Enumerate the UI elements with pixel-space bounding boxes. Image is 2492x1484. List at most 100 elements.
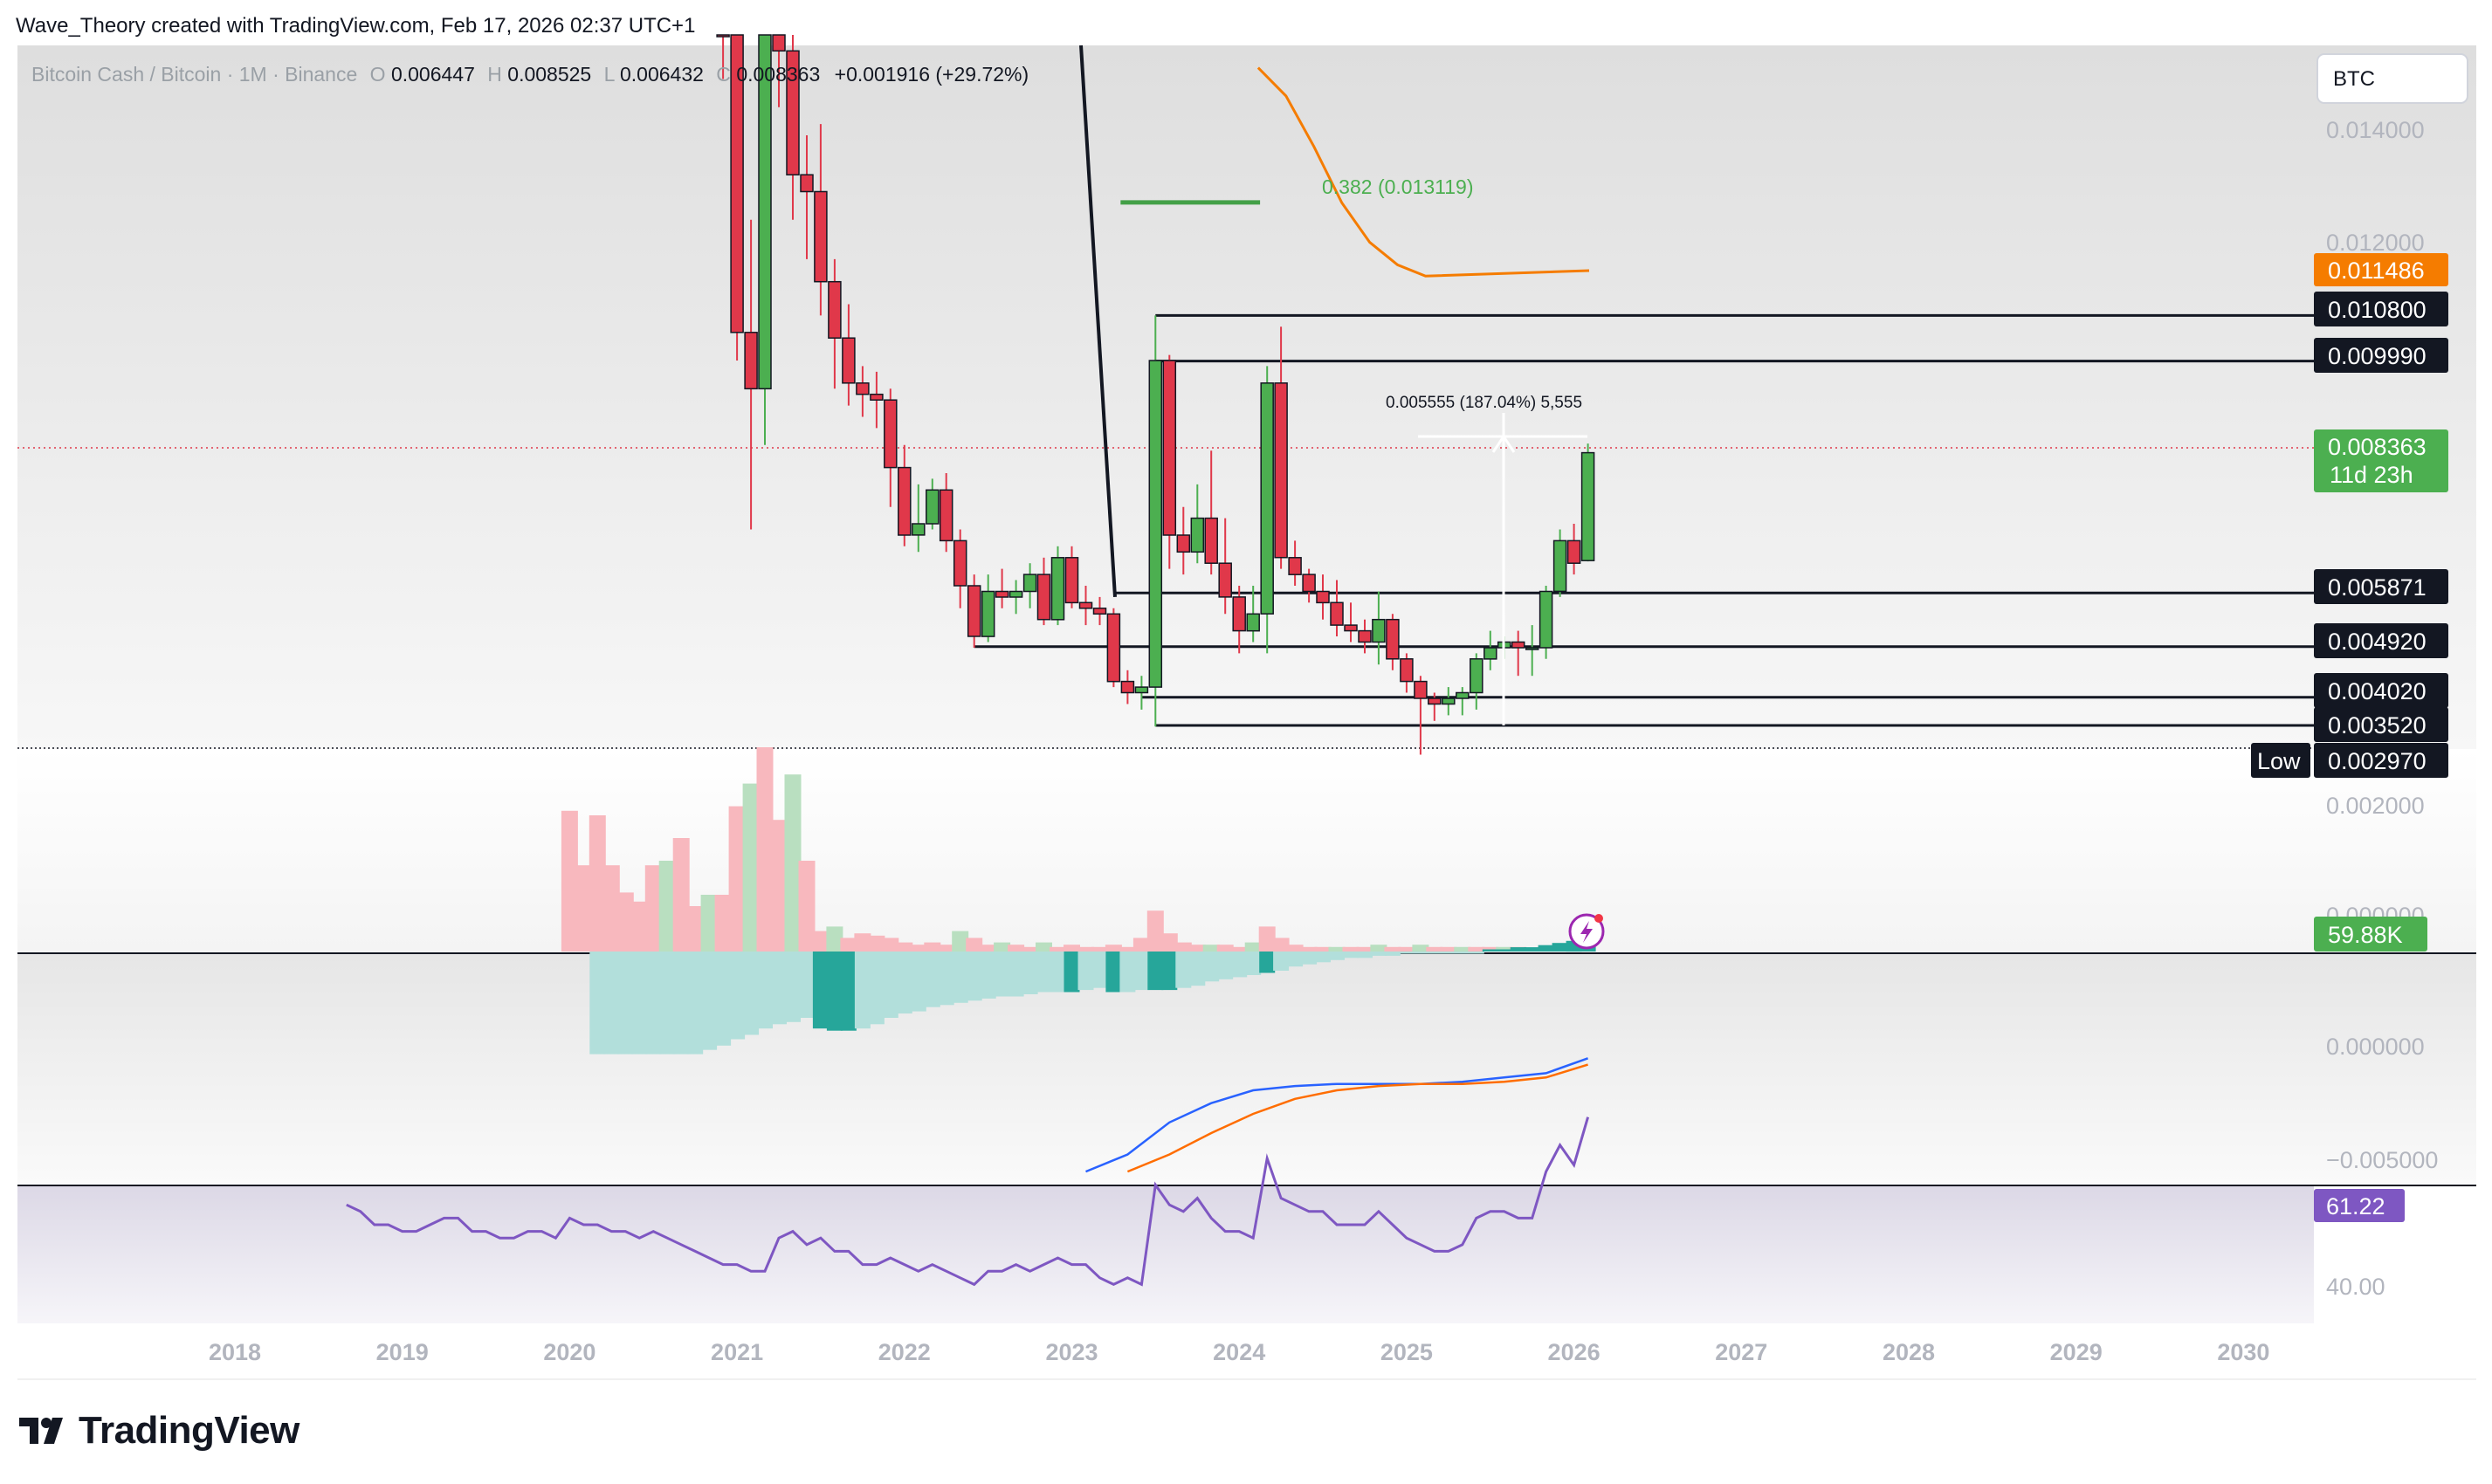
svg-text:Bitcoin Cash / Bitcoin · 1M ·: Bitcoin Cash / Bitcoin · 1M · Binance O …	[31, 63, 1029, 86]
candle-body	[1539, 590, 1553, 649]
volume-bar	[1244, 942, 1262, 952]
candle-body	[814, 190, 828, 283]
candle-body	[1483, 647, 1497, 660]
volume-bar	[1426, 946, 1443, 952]
macd-histogram-bar	[715, 952, 732, 1046]
candle-body	[1092, 608, 1107, 615]
macd-histogram-bar	[1161, 952, 1178, 991]
candle-body	[772, 34, 786, 52]
candle-body	[744, 332, 758, 390]
macd-histogram-bar	[673, 952, 690, 1055]
legend-open-value: 0.006447	[391, 63, 475, 86]
candle-body	[1400, 658, 1414, 683]
time-axis[interactable]: 2018 2019 2020 2021 2022 2023 2024 2025 2026 2027…	[209, 1339, 2269, 1365]
candle-body	[1442, 697, 1456, 705]
macd-histogram-bar	[1259, 952, 1276, 973]
level-badge-r1: 0.010800	[2314, 292, 2448, 326]
volume-bar	[1258, 926, 1276, 952]
volume-bar	[1036, 942, 1052, 952]
volume-bar	[1384, 946, 1401, 952]
time-tick: 2030	[2217, 1339, 2269, 1365]
candle-body	[1552, 539, 1567, 593]
macd-histogram-bar	[645, 952, 662, 1055]
candle-body	[730, 34, 744, 333]
volume-bar	[938, 945, 955, 952]
time-tick: 2026	[1548, 1339, 1601, 1365]
candle-body	[1064, 557, 1079, 604]
volume-bar	[700, 895, 718, 952]
volume-pane-background	[17, 749, 2476, 953]
macd-histogram-bar	[631, 952, 648, 1055]
macd-histogram-bar	[868, 952, 885, 1025]
candle-body	[953, 539, 967, 587]
macd-histogram-bar	[1524, 947, 1540, 952]
level-badge-s4: 0.003520	[2314, 707, 2448, 742]
volume-bar	[784, 774, 802, 952]
level-value-r2: 0.009990	[2328, 343, 2427, 369]
macd-histogram-bar	[1343, 952, 1359, 958]
currency-button[interactable]: BTC	[2316, 53, 2468, 104]
trendline	[1079, 45, 1117, 598]
legend-high-value: 0.008525	[507, 63, 591, 86]
macd-histogram-bar	[882, 952, 898, 1018]
rsi-pane-background	[17, 1185, 2314, 1323]
candle-body	[1022, 574, 1037, 593]
volume-series	[561, 747, 1569, 952]
macd-histogram-bar	[1510, 947, 1526, 952]
volume-bar	[1050, 946, 1066, 952]
candle-body	[1580, 451, 1595, 561]
macd-series	[589, 938, 1596, 1173]
candle-body	[1344, 624, 1358, 632]
time-tick: 2028	[1883, 1339, 1935, 1365]
candle-body	[1134, 686, 1149, 694]
macd-histogram-bar	[1091, 952, 1108, 988]
candle-body	[1246, 613, 1260, 632]
volume-bar	[854, 933, 871, 952]
volume-bar	[1105, 945, 1122, 952]
horizontal-levels[interactable]	[974, 313, 2314, 727]
legend-symbol[interactable]: Bitcoin Cash / Bitcoin · 1M · Binance	[31, 63, 357, 86]
candle-body	[1566, 539, 1581, 564]
volume-bar	[1146, 910, 1164, 952]
macd-histogram-bar	[757, 952, 773, 1029]
volume-bar	[756, 747, 774, 952]
volume-bar	[686, 906, 704, 952]
legend-low-value: 0.006432	[620, 63, 704, 86]
volume-bar	[1342, 946, 1360, 952]
macd-histogram-bar	[687, 952, 704, 1055]
rsi-line	[346, 1116, 1590, 1287]
candle-body	[1148, 360, 1163, 688]
candle-body	[1316, 590, 1330, 604]
candle-body	[926, 489, 940, 525]
macd-histogram-bar	[1217, 952, 1234, 979]
tradingview-logo[interactable]: TradingView	[19, 1409, 299, 1453]
volume-bar	[714, 895, 732, 952]
rsi-series	[346, 1116, 1590, 1287]
macd-histogram-bar	[1482, 949, 1498, 952]
candle-body	[912, 523, 926, 536]
lightning-icon[interactable]	[1568, 913, 1605, 950]
macd-histogram-bar	[1050, 952, 1066, 993]
macd-histogram-bar	[812, 952, 829, 1029]
macd-histogram-bar	[1175, 952, 1192, 988]
candle-body	[1470, 658, 1483, 694]
candle-body	[828, 280, 842, 339]
candle-body	[1106, 613, 1121, 683]
volume-bar	[616, 892, 634, 952]
volume-bar	[1356, 946, 1373, 952]
volume-bar	[602, 865, 620, 952]
candle-body	[1428, 697, 1442, 705]
volume-bar	[575, 865, 592, 952]
candle-body	[800, 174, 814, 193]
macd-histogram-bar	[603, 952, 620, 1055]
drawing-overlays[interactable]: 0.382 (0.013119) 0.005555 (187.04%) 5,555	[1079, 45, 1590, 725]
macd-histogram-bar	[1287, 952, 1304, 967]
volume-bar	[1328, 946, 1346, 952]
candle-body	[716, 34, 730, 38]
candle-body	[870, 393, 884, 401]
level-value-s2: 0.004920	[2328, 629, 2427, 655]
macd-histogram-bar	[1301, 952, 1318, 965]
volume-bar	[896, 942, 913, 952]
time-tick: 2029	[2050, 1339, 2103, 1365]
